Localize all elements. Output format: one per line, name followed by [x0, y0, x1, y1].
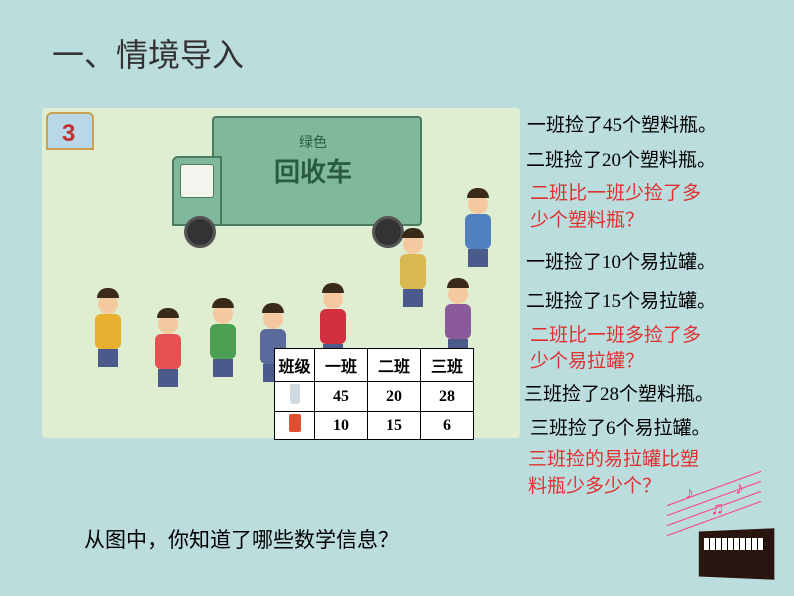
info-line: 一班捡了10个易拉罐。 [526, 250, 716, 277]
table-cell: 15 [368, 412, 421, 440]
data-table: 班级一班二班三班 452028 10156 [274, 348, 474, 440]
table-cell: 28 [421, 382, 474, 412]
table-cell: 10 [315, 412, 368, 440]
table-header-cell: 一班 [315, 349, 368, 382]
info-line: 少个塑料瓶？ [530, 208, 644, 235]
person-illustration [397, 228, 429, 298]
person-illustration [317, 283, 349, 353]
info-line: 二班比一班多捡了多 [530, 323, 701, 350]
person-illustration [462, 188, 494, 258]
section-title: 一、情境导入 [52, 30, 244, 76]
badge-number: 3 [62, 120, 75, 148]
question-text: 从图中，你知道了哪些数学信息？ [84, 524, 399, 554]
info-line: 三班捡了6个易拉罐。 [530, 416, 711, 443]
info-line: 三班捡了28个塑料瓶。 [524, 382, 714, 409]
info-line: 二班捡了15个易拉罐。 [526, 289, 716, 316]
person-illustration [152, 308, 184, 378]
table-header-cell: 三班 [421, 349, 474, 382]
piano-decoration: ♪ ♫ ♪ [654, 478, 774, 578]
person-illustration [442, 278, 474, 348]
table-header-cell: 二班 [368, 349, 421, 382]
table-header-cell: 班级 [275, 349, 315, 382]
info-line: 三班捡的易拉罐比塑 [528, 447, 699, 474]
info-line: 一班捡了45个塑料瓶。 [527, 113, 717, 140]
can-icon [275, 412, 315, 440]
table-cell: 6 [421, 412, 474, 440]
table-cell: 20 [368, 382, 421, 412]
truck-label-big: 回收车 [274, 152, 352, 189]
person-illustration [92, 288, 124, 358]
info-line: 少个易拉罐？ [530, 349, 644, 376]
info-line: 二班捡了20个塑料瓶。 [526, 148, 716, 175]
truck-label-small: 绿色 [274, 132, 352, 152]
person-illustration [207, 298, 239, 368]
bottle-icon [275, 382, 315, 412]
truck-illustration: 绿色 回收车 [172, 116, 432, 266]
info-line: 料瓶少多少个？ [528, 474, 661, 501]
info-line: 二班比一班少捡了多 [530, 181, 701, 208]
problem-badge: 3 [46, 112, 94, 160]
table-cell: 45 [315, 382, 368, 412]
